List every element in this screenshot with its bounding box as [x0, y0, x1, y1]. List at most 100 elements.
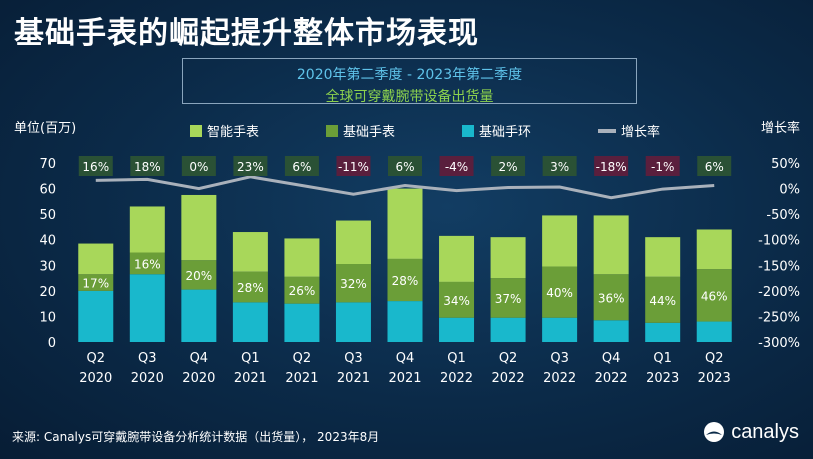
growth-series-line — [95, 175, 715, 200]
bar-segment — [439, 281, 475, 318]
share-label: 34% — [443, 294, 470, 308]
growth-label-box — [697, 156, 732, 176]
y2-tick-label: -250% — [758, 310, 800, 325]
growth-label-box — [594, 156, 629, 176]
bar-segment — [696, 321, 732, 342]
y-tick-label: 30 — [39, 259, 56, 274]
growth-label-box — [645, 156, 680, 176]
growth-label-box — [130, 156, 165, 176]
y-tick-label: 0 — [48, 336, 56, 351]
x-tick-quarter: Q2 — [705, 351, 724, 366]
bar-segment — [284, 303, 320, 342]
legend-swatch — [190, 125, 202, 137]
growth-label: 0% — [189, 160, 208, 174]
bar-segment — [181, 194, 217, 261]
chart-title: 基础手表的崛起提升整体市场表现 — [14, 16, 479, 51]
brand-logo: canalys — [703, 420, 799, 444]
growth-label-box — [542, 156, 577, 176]
y2-tick-label: -200% — [758, 285, 800, 300]
bar-segment — [387, 188, 423, 259]
x-tick-year: 2021 — [285, 371, 318, 386]
bar-segment — [542, 266, 578, 318]
x-tick-quarter: Q3 — [550, 351, 569, 366]
bar-segment — [129, 252, 165, 275]
y-tick-label: 40 — [39, 234, 56, 249]
x-tick-year: 2020 — [79, 371, 112, 386]
y-tick-label: 10 — [39, 310, 56, 325]
bar-segment — [129, 274, 165, 342]
x-tick-year: 2023 — [698, 371, 731, 386]
bar-segment — [490, 317, 526, 342]
share-label: 20% — [186, 269, 213, 283]
growth-label-box — [336, 156, 371, 176]
bar-segment — [232, 232, 268, 272]
bar-segment — [78, 274, 114, 291]
bar-segment — [645, 237, 681, 277]
bar-segment — [490, 278, 526, 318]
bar-segment — [542, 215, 578, 267]
bar-segment — [284, 238, 320, 277]
legend: 智能手表 基础手表 基础手环 增长率 — [190, 124, 660, 140]
growth-label: 6% — [292, 160, 311, 174]
y2-tick-label: -50% — [766, 208, 800, 223]
growth-label-box — [491, 156, 526, 176]
x-tick-year: 2021 — [337, 371, 370, 386]
bar-segment — [284, 276, 320, 304]
share-label: 40% — [546, 286, 573, 300]
legend-label: 基础手表 — [343, 125, 395, 140]
y-tick-label: 60 — [39, 183, 56, 198]
growth-label: 6% — [395, 160, 414, 174]
bar-segment — [593, 320, 629, 342]
share-label: 32% — [340, 277, 367, 291]
y2-axis-label: 增长率 — [761, 120, 800, 136]
y-tick-label: 20 — [39, 285, 56, 300]
source-note: 来源: Canalys可穿戴腕带设备分析统计数据（出货量）， 2023年8月 — [12, 430, 380, 444]
x-tick-year: 2021 — [388, 371, 421, 386]
bar-segment — [593, 274, 629, 321]
share-label: 46% — [701, 289, 728, 303]
legend-swatch — [326, 125, 338, 137]
y-axis-label: 单位(百万) — [14, 121, 76, 136]
y2-tick-label: 50% — [771, 157, 800, 172]
share-label: 16% — [134, 257, 161, 271]
bars — [78, 188, 732, 342]
share-label: 28% — [392, 274, 419, 288]
bar-segment — [439, 235, 475, 282]
growth-line: 16% 18% 0% 23% 6% -11% 6% -4% 2% 3% -18% -1% 6% — [78, 156, 732, 200]
share-label: 26% — [289, 284, 316, 298]
legend-swatch — [462, 125, 474, 137]
x-tick-quarter: Q1 — [241, 351, 260, 366]
bar-segment — [696, 229, 732, 270]
growth-label: 18% — [134, 160, 161, 174]
bar-segment — [387, 301, 423, 342]
x-tick-year: 2022 — [440, 371, 473, 386]
legend-label: 增长率 — [621, 124, 660, 140]
x-tick-quarter: Q4 — [396, 351, 415, 366]
x-tick-year: 2022 — [595, 371, 628, 386]
share-label: 36% — [598, 291, 625, 305]
y2-tick-label: -300% — [758, 336, 800, 351]
bar-segment — [645, 276, 681, 323]
growth-label: -1% — [651, 160, 674, 174]
share-label: 28% — [237, 281, 264, 295]
growth-label-box — [439, 156, 474, 176]
x-tick-year: 2021 — [234, 371, 267, 386]
legend-label: 智能手表 — [207, 125, 259, 140]
growth-label-box — [78, 156, 113, 176]
subtitle-period: 2020年第二季度 - 2023年第二季度 — [296, 67, 523, 83]
bar-segment — [490, 237, 526, 279]
canalys-logo-icon — [704, 422, 725, 442]
legend-label: 基础手环 — [479, 125, 531, 140]
bar-segment — [696, 269, 732, 322]
growth-label-box — [181, 156, 216, 176]
bar-segment — [542, 317, 578, 342]
bar-segment — [335, 220, 371, 265]
brand-name: canalys — [731, 420, 799, 443]
x-axis-ticks: Q2 2020 Q3 2020 Q4 2020 Q1 2021 Q2 2021 Q3 2021 Q4 20… — [79, 351, 731, 386]
bar-segment — [335, 264, 371, 303]
x-tick-quarter: Q4 — [602, 351, 621, 366]
y-tick-label: 70 — [39, 157, 56, 172]
growth-label: -18% — [596, 160, 627, 174]
chart-subtitle-box: 2020年第二季度 - 2023年第二季度 全球可穿戴腕带设备出货量 — [182, 58, 637, 105]
